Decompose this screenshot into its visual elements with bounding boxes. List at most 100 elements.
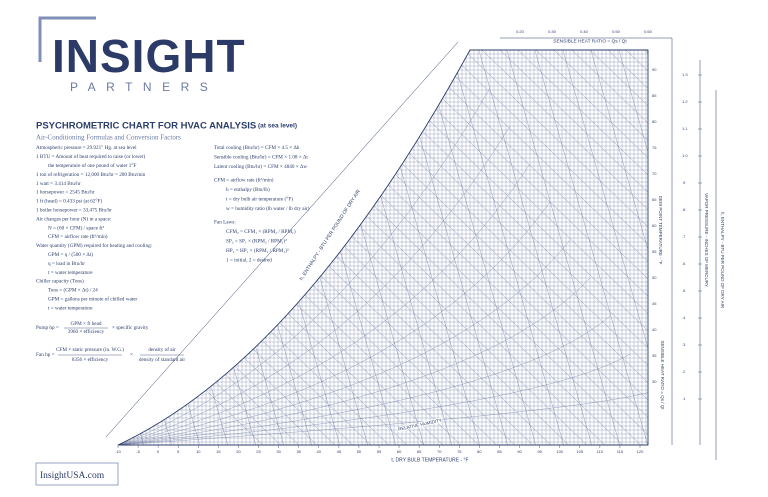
enthalpy-line <box>555 50 648 445</box>
dry-bulb-label: 15 <box>216 449 221 454</box>
formula-text: h = enthalpy (Btu/lb) <box>226 186 270 193</box>
vapor-label: .1 <box>682 396 686 401</box>
rh-curve <box>118 201 551 445</box>
vapor-label: .3 <box>682 342 686 347</box>
subtitle: Air-Conditioning Formulas and Conversion… <box>36 134 181 142</box>
formula-text: Water quantity (GPM) required for heatin… <box>36 242 153 249</box>
formula-text: 1 = initial, 2 = desired <box>226 258 272 264</box>
shr-scale <box>500 37 673 445</box>
wet-bulb-line <box>559 50 648 445</box>
pump-label: Pump hp = <box>36 325 59 331</box>
dry-bulb-label: 30 <box>276 449 281 454</box>
formula-text: t = water temperature <box>48 305 93 311</box>
vapor-label: .6 <box>682 261 686 266</box>
dew-point-label: 55 <box>652 249 657 254</box>
shr-label: 0.20 <box>516 29 525 34</box>
dry-bulb-label: -5 <box>136 449 140 454</box>
wet-bulb-line <box>419 50 541 445</box>
formula-text: w = humidity ratio (lb water / lb dry ai… <box>226 205 310 212</box>
formula-text: 1 ton of refrigeration = 12,000 Btu/hr =… <box>36 171 146 178</box>
enthalpy-right-title: h, ENTHALPY - BTU PER POUND OF DRY AIR <box>720 212 725 309</box>
wet-bulb-line <box>503 50 625 445</box>
enthalpy-line <box>375 50 648 445</box>
enthalpy-line <box>501 50 648 445</box>
dry-bulb-label: 50 <box>357 449 362 454</box>
formula-text: t = water temperature <box>48 270 93 276</box>
shr-label: 0.60 <box>644 29 653 34</box>
dew-point-label: 75 <box>652 145 657 150</box>
vapor-label: .4 <box>682 315 686 320</box>
enthalpy-line <box>465 50 648 445</box>
dry-bulb-label: 20 <box>236 449 241 454</box>
dew-point-label: 45 <box>652 301 657 306</box>
dew-point-label: 50 <box>652 275 657 280</box>
shr-label: 0.30 <box>548 29 557 34</box>
wet-bulb-line <box>531 50 648 445</box>
rh-curve <box>118 391 648 445</box>
enthalpy-line <box>118 50 339 445</box>
dry-bulb-label: 40 <box>317 449 322 454</box>
dry-bulb-label: 110 <box>597 449 604 454</box>
dew-point-label: 70 <box>652 171 657 176</box>
formula-text: HP₂ = HP₁ × (RPM₂ / RPM₁)³ <box>226 247 289 254</box>
dew-point-label: 40 <box>652 327 657 332</box>
formula-text: q = load in Btu/hr <box>48 261 85 267</box>
vapor-label: 1.3 <box>682 72 688 77</box>
enthalpy-line <box>118 50 357 445</box>
dew-point-label: 90 <box>652 67 657 72</box>
fan-numerator: CFM × static pressure (in. W.G.) <box>56 346 124 353</box>
formula-text: 1 ft (head) = 0.433 psi (at 62°F) <box>36 198 102 205</box>
rh-curve <box>118 163 531 445</box>
rh-curve <box>118 353 631 445</box>
formula-text: Latent cooling (Btu/hr) = CFM × 4840 × Δ… <box>214 163 307 170</box>
formula-text: CFM = airflow rate (ft³/min) <box>48 233 108 240</box>
dew-point-label: 60 <box>652 223 657 228</box>
footer-url[interactable]: InsightUSA.com <box>40 471 105 481</box>
dew-point-title: DEW POINT TEMPERATURE - °F <box>658 196 663 265</box>
dry-bulb-label: -10 <box>115 449 122 454</box>
x-axis-title: t, DRY BULB TEMPERATURE - °F <box>391 457 468 463</box>
vapor-label: .5 <box>682 288 686 293</box>
enthalpy-line <box>118 50 375 445</box>
enthalpy-line <box>118 50 321 445</box>
dry-bulb-label: 5 <box>177 449 180 454</box>
vapor-label: 1.2 <box>682 99 688 104</box>
rh-curve <box>118 277 591 445</box>
dry-bulb-label: 115 <box>617 449 624 454</box>
wet-bulb-line <box>587 50 648 445</box>
formula-text: t = dry bulb air temperature (°F) <box>226 196 293 203</box>
dry-bulb-label: 55 <box>377 449 382 454</box>
enthalpy-line <box>447 50 648 445</box>
dry-bulb-label: 105 <box>576 449 583 454</box>
dew-point-label: 35 <box>652 353 657 358</box>
dry-bulb-label: 65 <box>417 449 422 454</box>
vapor-label: .2 <box>682 369 686 374</box>
enthalpy-scale <box>105 41 459 438</box>
enthalpy-line <box>483 50 648 445</box>
title: PSYCHROMETRIC CHART FOR HVAC ANALYSIS <box>36 121 256 132</box>
rh-curve <box>118 239 571 445</box>
logo-tagline: PARTNERS <box>70 80 218 94</box>
fan-label: Fan hp = <box>36 352 55 358</box>
formula-text: Chiller capacity (Tons) <box>36 278 84 285</box>
formula-text: Fan Laws: <box>214 220 236 226</box>
dry-bulb-label: 35 <box>296 449 301 454</box>
shr-right-title: SENSIBLE HEAT RATIO = Qs / Qt <box>660 341 665 411</box>
rh-curve <box>118 315 611 445</box>
dry-bulb-label: 120 <box>637 449 644 454</box>
dry-bulb-label: 0 <box>157 449 160 454</box>
formula-text: 1 boiler horsepower = 33,475 Btu/hr <box>36 207 112 213</box>
enthalpy-line <box>411 50 648 445</box>
formula-text: GPM = q / (500 × Δt) <box>48 251 93 258</box>
dew-point-label: 80 <box>652 119 657 124</box>
footer-box <box>35 462 119 486</box>
dry-bulb-label: 95 <box>537 449 542 454</box>
dry-bulb-label: 100 <box>556 449 563 454</box>
fan-factor-bottom: density of standard air <box>139 356 186 363</box>
dry-bulb-label: 80 <box>477 449 482 454</box>
dew-point-label: 65 <box>652 197 657 202</box>
formula-text: N = (60 × CFM) / space ft³ <box>48 224 104 231</box>
dew-point-label: 85 <box>652 93 657 98</box>
vapor-label: .9 <box>682 180 686 185</box>
dry-bulb-label: 10 <box>196 449 201 454</box>
